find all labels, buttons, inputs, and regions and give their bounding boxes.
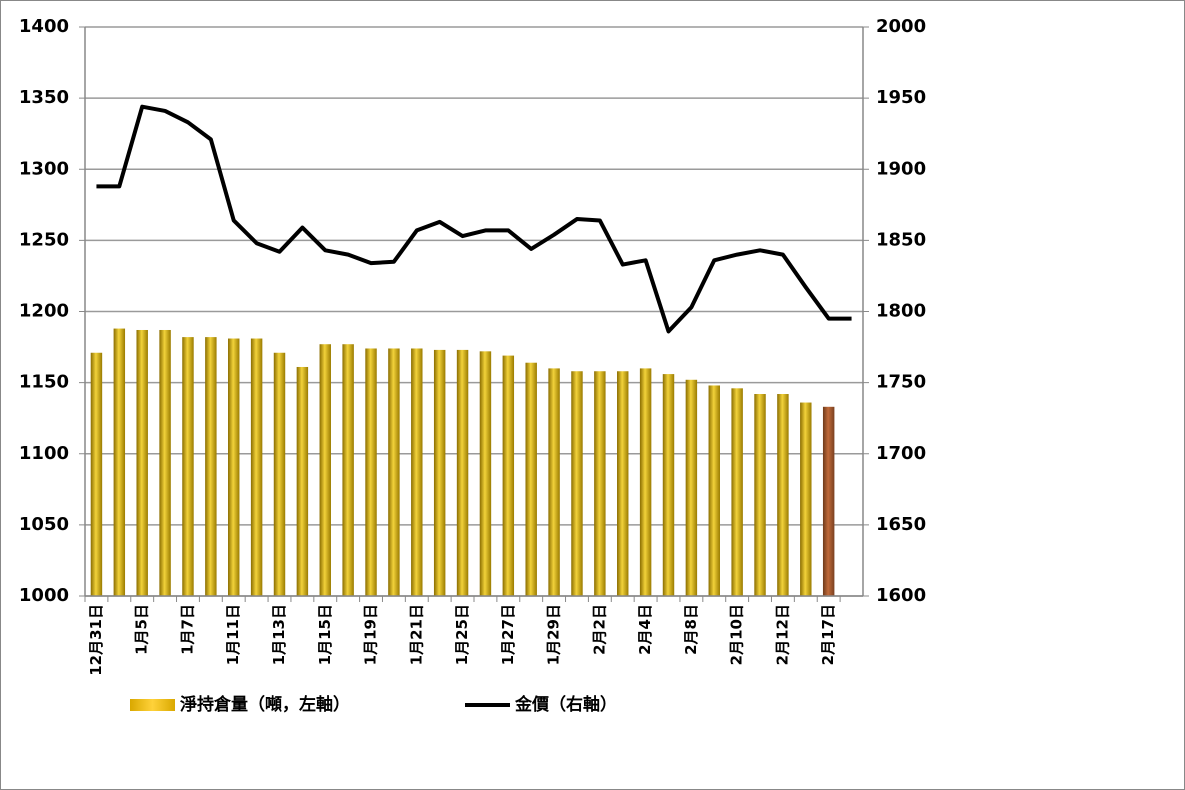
bar bbox=[777, 394, 789, 596]
y-tick-label: 1400 bbox=[19, 16, 69, 37]
x-tick-label: 2月17日 bbox=[819, 604, 837, 665]
x-tick-label: 1月11日 bbox=[224, 604, 242, 665]
bar bbox=[571, 371, 583, 596]
bar bbox=[662, 374, 675, 596]
x-tick-label: 1月13日 bbox=[270, 604, 288, 665]
y-tick-label: 1300 bbox=[19, 158, 69, 179]
y2-tick-label: 1950 bbox=[876, 87, 926, 108]
x-tick-label: 2月4日 bbox=[636, 604, 654, 655]
bar bbox=[296, 366, 309, 596]
bar bbox=[90, 352, 103, 596]
bar bbox=[754, 394, 766, 596]
bar bbox=[273, 352, 286, 596]
x-tick-label: 1月5日 bbox=[133, 604, 151, 655]
bar bbox=[411, 348, 423, 596]
bar bbox=[182, 337, 194, 596]
bar bbox=[479, 351, 492, 596]
legend-swatch bbox=[130, 699, 175, 711]
bar bbox=[136, 329, 148, 596]
x-tick-label: 12月31日 bbox=[87, 604, 105, 676]
x-tick-label: 1月25日 bbox=[453, 604, 471, 665]
x-tick-label: 2月2日 bbox=[590, 604, 608, 655]
bar bbox=[822, 406, 835, 596]
bar bbox=[685, 379, 698, 596]
bar bbox=[159, 329, 171, 596]
bar bbox=[388, 348, 400, 596]
bar bbox=[319, 344, 331, 596]
bar bbox=[205, 337, 217, 596]
line bbox=[96, 104, 852, 334]
y-tick-label: 1150 bbox=[19, 372, 69, 393]
y-tick-label: 1100 bbox=[19, 443, 69, 464]
x-tick-label: 1月7日 bbox=[178, 604, 196, 655]
bar bbox=[800, 402, 812, 596]
bar bbox=[731, 388, 743, 596]
bar bbox=[228, 338, 240, 596]
legend-label: 淨持倉量（噸，左軸） bbox=[180, 694, 350, 715]
x-tick-label: 1月21日 bbox=[407, 604, 425, 665]
x-tick-label: 2月10日 bbox=[728, 604, 746, 665]
y-tick-label: 1250 bbox=[19, 229, 69, 250]
y2-tick-label: 2000 bbox=[876, 16, 926, 37]
y-tick-label: 1050 bbox=[19, 514, 69, 535]
x-tick-label: 1月27日 bbox=[499, 604, 517, 665]
bar bbox=[639, 368, 652, 596]
y2-tick-label: 1650 bbox=[876, 514, 926, 535]
y2-tick-label: 1600 bbox=[876, 585, 926, 606]
bar bbox=[525, 362, 537, 596]
x-tick-label: 2月8日 bbox=[682, 604, 700, 655]
bar bbox=[113, 328, 126, 596]
x-tick-label: 2月12日 bbox=[773, 604, 791, 665]
bar bbox=[548, 368, 560, 596]
bar bbox=[456, 349, 469, 596]
x-tick-label: 1月15日 bbox=[316, 604, 334, 665]
x-tick-label: 1月19日 bbox=[362, 604, 380, 665]
y-tick-label: 1000 bbox=[19, 585, 69, 606]
bar bbox=[365, 348, 377, 596]
bar bbox=[617, 371, 629, 596]
y2-tick-label: 1700 bbox=[876, 443, 926, 464]
x-tick-label: 1月29日 bbox=[545, 604, 563, 665]
bar bbox=[250, 338, 263, 596]
y-tick-label: 1350 bbox=[19, 87, 69, 108]
bar bbox=[433, 349, 446, 596]
y2-tick-label: 1850 bbox=[876, 229, 926, 250]
y2-tick-label: 1800 bbox=[876, 301, 926, 322]
y2-tick-label: 1900 bbox=[876, 158, 926, 179]
bar bbox=[594, 371, 606, 596]
y-tick-label: 1200 bbox=[19, 301, 69, 322]
legend-label: 金價（右軸） bbox=[514, 694, 617, 715]
y2-tick-label: 1750 bbox=[876, 372, 926, 393]
bar bbox=[708, 385, 720, 596]
bar bbox=[342, 344, 354, 596]
bar bbox=[502, 355, 515, 596]
